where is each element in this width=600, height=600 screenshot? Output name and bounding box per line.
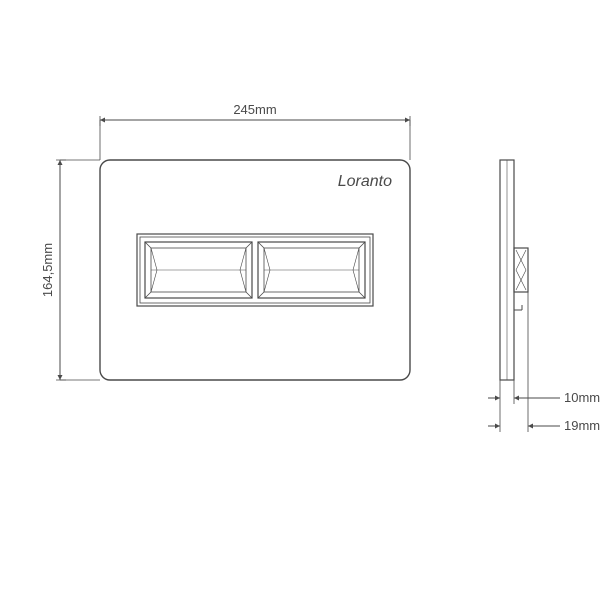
dim-width: 245mm [233, 102, 276, 117]
dim-height: 164,5mm [40, 243, 55, 297]
dim-depth-1: 10mm [564, 390, 600, 405]
front-plate [100, 160, 410, 380]
dim-depth-2: 19mm [564, 418, 600, 433]
brand-label: Loranto [338, 173, 392, 190]
